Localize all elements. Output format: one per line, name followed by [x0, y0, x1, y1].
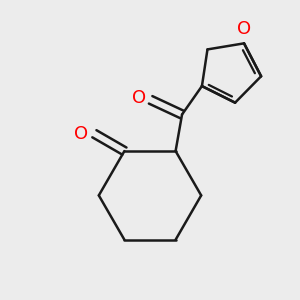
Text: O: O [131, 89, 146, 107]
Text: O: O [237, 20, 251, 38]
Text: O: O [74, 125, 88, 143]
